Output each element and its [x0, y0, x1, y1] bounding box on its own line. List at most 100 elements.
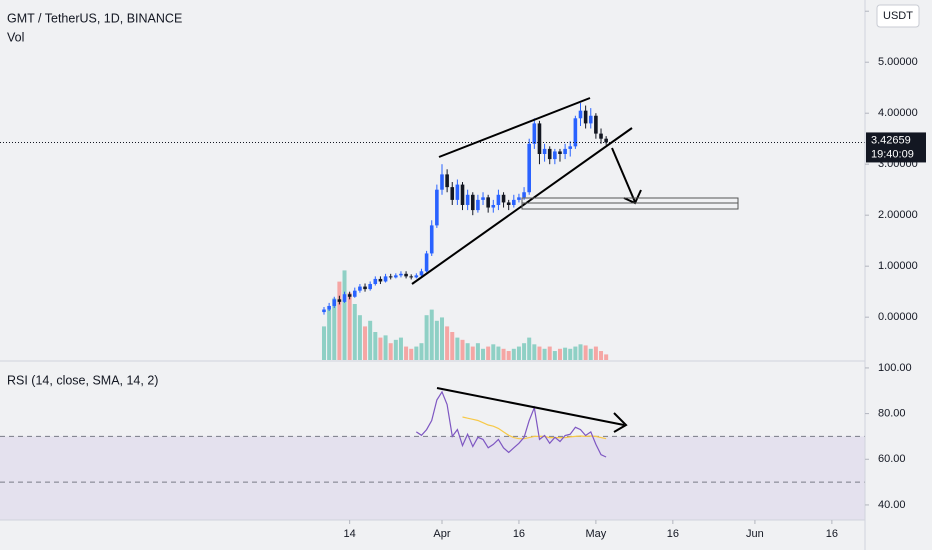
volume-bar [588, 348, 593, 360]
candle-body [455, 184, 460, 200]
candle-body [450, 187, 455, 200]
candle-body [588, 115, 593, 124]
candle-body [578, 110, 583, 119]
candle-body [429, 225, 434, 254]
currency-button[interactable] [876, 4, 920, 28]
countdown-label: 19:40:09 [871, 148, 914, 160]
support-zone [521, 197, 739, 210]
volume-bar [460, 339, 465, 360]
y-tick-label: 2.00000 [878, 209, 918, 221]
currency-label[interactable]: USDT [883, 10, 913, 22]
volume-bar [568, 348, 573, 360]
candle-body [506, 202, 511, 205]
candle-body [481, 197, 485, 200]
candle-body [322, 309, 326, 313]
volume-bar [537, 346, 542, 360]
y-tick-label: 0.00000 [878, 311, 918, 323]
rsi-title: RSI (14, close, SMA, 14, 2) [7, 373, 158, 387]
x-tick-label: 16 [826, 528, 838, 540]
volume-bar [506, 351, 511, 360]
volume-bar [455, 337, 460, 360]
volume-bar [593, 346, 598, 360]
candle-body [352, 290, 357, 297]
rsi-y-tick-label: 80.00 [878, 408, 906, 420]
volume-bar [578, 344, 583, 360]
candle-body [542, 148, 547, 154]
symbol-title: GMT / TetherUS, 1D, BINANCE [7, 11, 182, 25]
volume-bar [547, 346, 552, 360]
last-price-label: 3.42659 [871, 134, 911, 146]
volume-bar [414, 346, 419, 360]
volume-bar [486, 346, 491, 360]
candle-body [583, 110, 588, 124]
candle-body [532, 123, 537, 144]
x-tick-label: 16 [667, 528, 679, 540]
x-tick-label: 16 [513, 528, 525, 540]
volume-bar [434, 320, 439, 360]
volume-bar [511, 348, 516, 360]
candle-body [337, 299, 342, 302]
rsi-y-tick-label: 100.00 [878, 362, 912, 374]
volume-bar [522, 343, 527, 360]
target-arrow [611, 147, 636, 203]
y-tick-label: 4.00000 [878, 107, 918, 119]
candle-body [358, 286, 362, 291]
volume-bar [527, 337, 532, 360]
candle-body [435, 189, 439, 226]
rsi-arrow-head [613, 412, 628, 433]
candle-body [342, 294, 347, 302]
volume-bar [352, 304, 357, 360]
axis-overlay: 0.000001.000002.000003.000004.000005.000… [344, 5, 926, 540]
volume-bar [363, 326, 368, 360]
candle-body [491, 204, 496, 208]
volume-bar [604, 354, 609, 360]
volume-bar [398, 337, 403, 360]
candle-body [424, 253, 429, 272]
rsi-line [415, 390, 607, 458]
candle-body [414, 275, 419, 278]
volume-bar [583, 345, 588, 360]
candle-body [558, 151, 562, 154]
x-tick-label: Jun [746, 528, 764, 540]
candle-body [599, 133, 603, 139]
candle-body [486, 197, 490, 208]
volume-bar [481, 348, 486, 360]
candle-body [347, 294, 352, 297]
candle-body [440, 174, 444, 190]
volume-bar [516, 346, 521, 360]
volume-bar [599, 351, 604, 360]
candle-body [363, 286, 367, 290]
volume-bar [409, 348, 414, 360]
volume-bar [357, 315, 362, 360]
volume-bar [542, 348, 547, 360]
candle-body [517, 197, 521, 200]
volume-bar [470, 346, 475, 360]
volume-bar [429, 309, 434, 360]
volume-label: Vol [7, 30, 24, 44]
last-price-box [866, 132, 926, 163]
volume-bar [332, 298, 337, 360]
candle-body [501, 194, 506, 203]
rsi-y-tick-label: 60.00 [878, 453, 906, 465]
candle-body [527, 143, 531, 193]
candle-body [573, 118, 578, 147]
candle-body [547, 148, 552, 160]
candle-body [378, 278, 383, 282]
plot-layer [0, 103, 865, 520]
candle-body [563, 148, 567, 154]
volume-bar [378, 337, 383, 360]
candle-body [604, 138, 608, 143]
candle-body [470, 194, 475, 211]
volume-bar [383, 335, 388, 360]
volume-bar [368, 320, 373, 360]
candle-body [594, 115, 598, 134]
candle-body [460, 184, 465, 205]
volume-bar [373, 332, 378, 360]
volume-bar [496, 346, 501, 360]
candle-body [445, 174, 449, 188]
candle-body [373, 278, 378, 285]
candle-body [409, 276, 414, 278]
volume-bar [347, 292, 352, 360]
candle-body [465, 194, 470, 205]
volume-bar [337, 281, 342, 360]
